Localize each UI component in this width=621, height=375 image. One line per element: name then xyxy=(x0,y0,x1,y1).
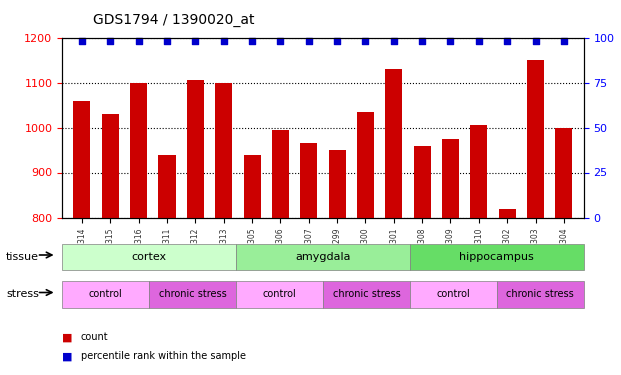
Bar xyxy=(187,80,204,375)
Bar xyxy=(442,139,459,375)
Point xyxy=(247,38,257,44)
Text: count: count xyxy=(81,333,108,342)
Point xyxy=(191,38,201,44)
Text: chronic stress: chronic stress xyxy=(158,290,227,299)
Bar xyxy=(555,128,573,375)
Bar xyxy=(385,69,402,375)
Point xyxy=(106,38,116,44)
Bar xyxy=(130,82,147,375)
Point xyxy=(389,38,399,44)
Text: cortex: cortex xyxy=(132,252,166,262)
Text: percentile rank within the sample: percentile rank within the sample xyxy=(81,351,246,361)
Text: control: control xyxy=(437,290,470,299)
Point xyxy=(134,38,143,44)
Point xyxy=(304,38,314,44)
Point xyxy=(162,38,172,44)
Bar xyxy=(329,150,346,375)
Point xyxy=(445,38,455,44)
FancyBboxPatch shape xyxy=(410,281,497,308)
Text: control: control xyxy=(263,290,296,299)
FancyBboxPatch shape xyxy=(62,281,149,308)
FancyBboxPatch shape xyxy=(236,281,323,308)
Point xyxy=(417,38,427,44)
Point xyxy=(332,38,342,44)
Point xyxy=(474,38,484,44)
Bar xyxy=(102,114,119,375)
Bar xyxy=(527,60,544,375)
Bar xyxy=(243,154,261,375)
Text: ■: ■ xyxy=(62,333,73,342)
Text: tissue: tissue xyxy=(6,252,39,262)
Text: hippocampus: hippocampus xyxy=(460,252,534,262)
Point xyxy=(77,38,87,44)
Text: control: control xyxy=(89,290,122,299)
FancyBboxPatch shape xyxy=(497,281,584,308)
Bar xyxy=(300,143,317,375)
Text: GDS1794 / 1390020_at: GDS1794 / 1390020_at xyxy=(93,13,255,27)
Bar xyxy=(215,82,232,375)
FancyBboxPatch shape xyxy=(323,281,410,308)
Bar xyxy=(272,130,289,375)
FancyBboxPatch shape xyxy=(410,244,584,270)
Bar xyxy=(499,209,515,375)
Bar xyxy=(470,125,487,375)
Bar xyxy=(357,112,374,375)
FancyBboxPatch shape xyxy=(236,244,410,270)
Text: ■: ■ xyxy=(62,351,73,361)
FancyBboxPatch shape xyxy=(149,281,236,308)
Bar xyxy=(158,154,176,375)
Text: chronic stress: chronic stress xyxy=(506,290,574,299)
Point xyxy=(530,38,540,44)
FancyBboxPatch shape xyxy=(62,244,236,270)
Point xyxy=(502,38,512,44)
Bar xyxy=(73,100,91,375)
Point xyxy=(276,38,286,44)
Point xyxy=(219,38,229,44)
Point xyxy=(360,38,370,44)
Bar xyxy=(414,146,430,375)
Text: chronic stress: chronic stress xyxy=(332,290,401,299)
Text: amygdala: amygdala xyxy=(295,252,351,262)
Text: stress: stress xyxy=(6,290,39,299)
Point xyxy=(559,38,569,44)
